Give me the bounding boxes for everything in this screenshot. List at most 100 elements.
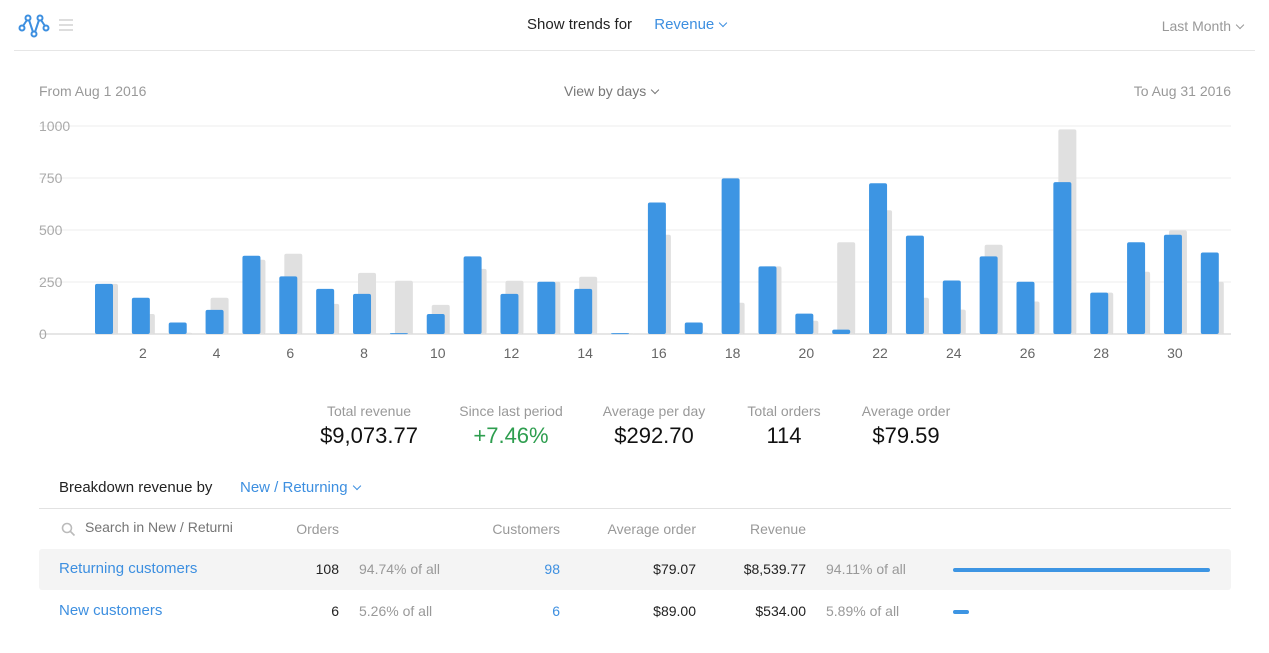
x-tick-label: 4 <box>213 345 221 361</box>
stat-value: $9,073.77 <box>320 423 418 448</box>
stat-label: Total revenue <box>326 403 412 419</box>
current-bar <box>205 309 224 334</box>
col-average-order[interactable]: Average order <box>607 521 696 537</box>
current-bar <box>869 183 888 334</box>
table-row[interactable]: New customers 6 5.26% of all 6 $89.00 $5… <box>39 591 1231 632</box>
view-by-dropdown[interactable]: View by days <box>564 83 660 99</box>
current-bar <box>242 255 261 334</box>
breakdown-dropdown[interactable]: New / Returning <box>240 479 361 496</box>
x-tick-label: 28 <box>1093 345 1109 361</box>
current-bar <box>1016 281 1035 334</box>
stat-value: $292.70 <box>614 423 694 448</box>
search-input[interactable] <box>85 519 245 535</box>
current-bar <box>905 235 924 334</box>
current-bar <box>795 313 814 334</box>
current-bar <box>463 256 482 334</box>
chevron-down-icon <box>352 481 361 491</box>
current-bar <box>1090 292 1109 334</box>
current-bar <box>684 322 703 334</box>
current-bar <box>832 329 851 334</box>
x-tick-label: 6 <box>286 345 294 361</box>
revenue-value: $534.00 <box>755 603 806 619</box>
current-bar <box>279 276 298 334</box>
customers-link[interactable]: 98 <box>544 561 560 577</box>
current-bar <box>537 281 556 334</box>
current-bar <box>500 293 519 334</box>
x-tick-label: 8 <box>360 345 368 361</box>
x-tick-label: 24 <box>946 345 962 361</box>
stat-value: $79.59 <box>872 423 940 448</box>
stat-average-per-day: Average per day $292.70 <box>574 403 734 449</box>
x-tick-label: 14 <box>577 345 593 361</box>
table-row[interactable]: Returning customers 108 94.74% of all 98… <box>39 549 1231 590</box>
current-bar <box>979 256 998 334</box>
average-order-value: $89.00 <box>653 603 696 619</box>
stat-value: +7.46% <box>473 423 549 448</box>
y-tick-label: 1000 <box>39 118 70 134</box>
previous-bar <box>837 242 856 334</box>
current-bar <box>574 288 593 334</box>
current-bar <box>721 178 740 334</box>
revenue-value: $8,539.77 <box>743 561 806 577</box>
metric-dropdown[interactable]: Revenue <box>654 16 728 33</box>
current-bar <box>389 333 408 335</box>
chevron-down-icon <box>719 18 728 28</box>
y-tick-label: 500 <box>39 222 63 238</box>
revenue-share-bar <box>953 610 970 614</box>
chevron-down-icon <box>1235 20 1245 30</box>
x-tick-label: 18 <box>725 345 741 361</box>
current-bar <box>611 333 630 335</box>
revenue-percent: 5.89% of all <box>826 603 900 619</box>
x-tick-label: 2 <box>139 345 147 361</box>
current-bar <box>942 280 961 334</box>
customers-link[interactable]: 6 <box>552 603 560 619</box>
orders-percent: 5.26% of all <box>359 603 433 619</box>
app-logo-icon[interactable] <box>18 14 50 38</box>
current-bar <box>316 288 335 334</box>
col-orders[interactable]: Orders <box>296 521 339 537</box>
current-bar <box>1127 242 1146 334</box>
breakdown-label: Breakdown revenue by <box>59 479 213 496</box>
breakdown-value: New / Returning <box>240 479 348 496</box>
revenue-percent: 94.11% of all <box>826 561 906 577</box>
col-revenue[interactable]: Revenue <box>749 521 806 537</box>
search-icon <box>61 522 76 537</box>
col-customers[interactable]: Customers <box>492 521 560 537</box>
current-bar <box>1200 252 1219 334</box>
y-tick-label: 250 <box>39 274 63 290</box>
range-to: To Aug 31 2016 <box>1133 83 1231 99</box>
x-tick-label: 10 <box>430 345 446 361</box>
stat-label: Total orders <box>747 403 821 419</box>
segment-link[interactable]: New customers <box>59 602 163 619</box>
stat-since-last-period: Since last period +7.46% <box>431 403 591 449</box>
chevron-down-icon <box>650 85 660 95</box>
stat-label: Since last period <box>459 403 563 419</box>
x-tick-label: 16 <box>651 345 667 361</box>
stat-total-orders: Total orders 114 <box>704 403 864 449</box>
x-tick-label: 26 <box>1020 345 1036 361</box>
stat-label: Average order <box>861 403 951 419</box>
current-bar <box>1053 182 1072 334</box>
view-by-value: View by days <box>564 83 647 99</box>
divider <box>39 508 1231 509</box>
period-value: Last Month <box>1161 18 1231 34</box>
previous-bar <box>394 280 413 334</box>
range-from: From Aug 1 2016 <box>39 83 147 99</box>
current-bar <box>95 283 113 334</box>
stat-label: Average per day <box>602 403 706 419</box>
current-bar <box>647 202 666 334</box>
orders-percent: 94.74% of all <box>359 561 440 577</box>
average-order-value: $79.07 <box>653 561 696 577</box>
x-tick-label: 20 <box>799 345 815 361</box>
period-dropdown[interactable]: Last Month <box>1161 18 1245 34</box>
y-tick-label: 0 <box>39 326 47 342</box>
current-bar <box>426 314 445 334</box>
trend-selector: Show trends for Revenue <box>527 16 728 33</box>
menu-icon[interactable] <box>59 19 73 34</box>
current-bar <box>131 297 150 334</box>
stat-average-order: Average order $79.59 <box>826 403 986 449</box>
orders-value: 108 <box>315 561 339 577</box>
segment-link[interactable]: Returning customers <box>59 560 198 577</box>
current-bar <box>168 322 187 334</box>
